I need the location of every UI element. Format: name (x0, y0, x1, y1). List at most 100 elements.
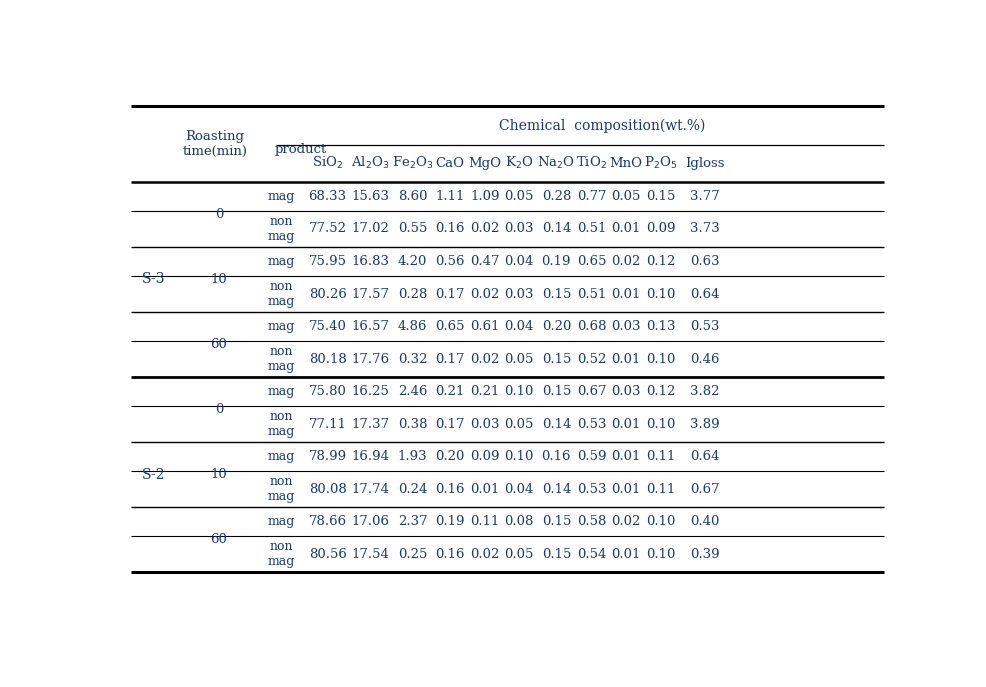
Text: 0.04: 0.04 (504, 483, 533, 496)
Text: S-3: S-3 (142, 273, 166, 286)
Text: 0.12: 0.12 (646, 255, 675, 268)
Text: 0.10: 0.10 (646, 352, 675, 365)
Text: 0.28: 0.28 (397, 288, 427, 300)
Text: 0.17: 0.17 (435, 288, 464, 300)
Text: 10: 10 (210, 273, 227, 286)
Text: 0.03: 0.03 (504, 288, 533, 300)
Text: Al$_2$O$_3$: Al$_2$O$_3$ (351, 155, 389, 172)
Text: 0.67: 0.67 (689, 483, 719, 496)
Text: Igloss: Igloss (684, 157, 724, 170)
Text: product: product (274, 143, 326, 156)
Text: 60: 60 (210, 533, 227, 546)
Text: 1.11: 1.11 (435, 190, 464, 203)
Text: 0.01: 0.01 (610, 418, 640, 431)
Text: 0.53: 0.53 (576, 483, 605, 496)
Text: K$_2$O: K$_2$O (504, 155, 532, 172)
Text: SiO$_2$: SiO$_2$ (312, 155, 343, 172)
Text: 77.52: 77.52 (309, 223, 346, 236)
Text: 0.08: 0.08 (504, 515, 533, 528)
Text: 0.02: 0.02 (610, 255, 640, 268)
Text: 17.57: 17.57 (351, 288, 389, 300)
Text: S-2: S-2 (142, 468, 166, 482)
Text: 75.80: 75.80 (309, 385, 346, 398)
Text: 0.05: 0.05 (504, 418, 533, 431)
Text: 80.08: 80.08 (309, 483, 346, 496)
Text: 3.89: 3.89 (689, 418, 719, 431)
Text: 0.24: 0.24 (397, 483, 427, 496)
Text: 16.94: 16.94 (351, 450, 389, 463)
Text: 0.64: 0.64 (689, 288, 719, 300)
Text: 0.11: 0.11 (646, 450, 675, 463)
Text: 0.77: 0.77 (576, 190, 605, 203)
Text: 0.59: 0.59 (576, 450, 605, 463)
Text: 0.04: 0.04 (504, 320, 533, 333)
Text: 0.05: 0.05 (504, 190, 533, 203)
Text: 0.09: 0.09 (646, 223, 675, 236)
Text: 78.99: 78.99 (309, 450, 346, 463)
Text: 0.01: 0.01 (610, 450, 640, 463)
Text: 0.52: 0.52 (576, 352, 605, 365)
Text: 0.51: 0.51 (576, 223, 605, 236)
Text: 0.10: 0.10 (504, 385, 533, 398)
Text: 17.76: 17.76 (351, 352, 389, 365)
Text: 0.19: 0.19 (435, 515, 464, 528)
Text: 0.03: 0.03 (470, 418, 500, 431)
Text: 0.01: 0.01 (610, 223, 640, 236)
Text: mag: mag (268, 190, 295, 203)
Text: 75.95: 75.95 (309, 255, 346, 268)
Text: 16.57: 16.57 (351, 320, 389, 333)
Text: 17.02: 17.02 (351, 223, 389, 236)
Text: 0.15: 0.15 (541, 515, 571, 528)
Text: 0.51: 0.51 (576, 288, 605, 300)
Text: 0.55: 0.55 (397, 223, 427, 236)
Text: non
mag: non mag (268, 345, 295, 373)
Text: 0.25: 0.25 (397, 548, 427, 561)
Text: 0.32: 0.32 (397, 352, 427, 365)
Text: 0.03: 0.03 (610, 320, 640, 333)
Text: 0.13: 0.13 (646, 320, 675, 333)
Text: 0.46: 0.46 (689, 352, 719, 365)
Text: 0.67: 0.67 (576, 385, 605, 398)
Text: non
mag: non mag (268, 410, 295, 438)
Text: 4.20: 4.20 (397, 255, 427, 268)
Text: P$_2$O$_5$: P$_2$O$_5$ (644, 155, 677, 172)
Text: mag: mag (268, 450, 295, 463)
Text: 3.77: 3.77 (689, 190, 719, 203)
Text: 4.86: 4.86 (397, 320, 427, 333)
Text: 16.83: 16.83 (351, 255, 389, 268)
Text: 3.73: 3.73 (689, 223, 719, 236)
Text: 0.54: 0.54 (576, 548, 605, 561)
Text: 0.16: 0.16 (541, 450, 571, 463)
Text: 0.05: 0.05 (504, 352, 533, 365)
Text: 0.38: 0.38 (397, 418, 427, 431)
Text: 0.12: 0.12 (646, 385, 675, 398)
Text: 10: 10 (210, 468, 227, 481)
Text: 0.10: 0.10 (646, 288, 675, 300)
Text: 17.74: 17.74 (351, 483, 389, 496)
Text: 0.10: 0.10 (646, 548, 675, 561)
Text: mag: mag (268, 255, 295, 268)
Text: 0.47: 0.47 (470, 255, 500, 268)
Text: TiO$_2$: TiO$_2$ (576, 155, 606, 172)
Text: non
mag: non mag (268, 540, 295, 568)
Text: 80.18: 80.18 (309, 352, 346, 365)
Text: 68.33: 68.33 (309, 190, 346, 203)
Text: 3.82: 3.82 (689, 385, 719, 398)
Text: 0.17: 0.17 (435, 352, 464, 365)
Text: 16.25: 16.25 (351, 385, 389, 398)
Text: 0.01: 0.01 (610, 352, 640, 365)
Text: MgO: MgO (468, 157, 501, 170)
Text: 17.54: 17.54 (351, 548, 389, 561)
Text: 17.37: 17.37 (351, 418, 389, 431)
Text: CaO: CaO (435, 157, 464, 170)
Text: 0.01: 0.01 (610, 548, 640, 561)
Text: 0.04: 0.04 (504, 255, 533, 268)
Text: 0.10: 0.10 (646, 515, 675, 528)
Text: 80.26: 80.26 (309, 288, 346, 300)
Text: 0.58: 0.58 (576, 515, 605, 528)
Text: 1.93: 1.93 (397, 450, 427, 463)
Text: 1.09: 1.09 (470, 190, 500, 203)
Text: 8.60: 8.60 (397, 190, 427, 203)
Text: 0.02: 0.02 (470, 223, 499, 236)
Text: 0.11: 0.11 (646, 483, 675, 496)
